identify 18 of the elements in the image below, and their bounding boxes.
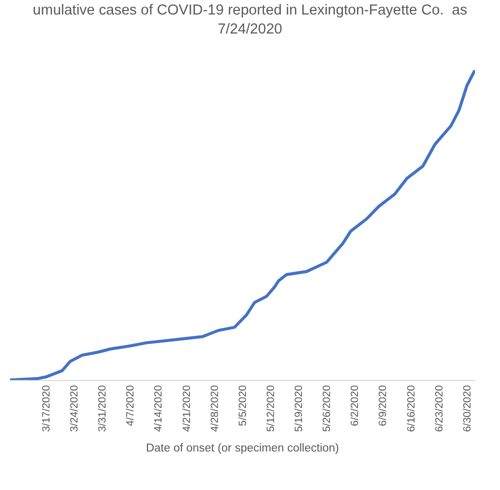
x-tick-label: 5/5/2020 [236, 385, 249, 426]
x-tick-label: 3/17/2020 [40, 385, 52, 432]
x-tick-label: 4/21/2020 [180, 385, 193, 432]
chart-title: umulative cases of COVID-19 reported in Lexington-Fayette Co. as 7/24/2020 [32, 2, 468, 38]
x-tick-label: 6/9/2020 [377, 385, 390, 426]
x-tick-label: 6/2/2020 [349, 385, 362, 426]
x-tick-label: 5/12/2020 [264, 385, 277, 432]
x-tick-label: 5/19/2020 [293, 385, 306, 432]
x-axis-title: Date of onset (or specimen collection) [146, 442, 340, 454]
x-tick-label: 4/14/2020 [152, 385, 165, 432]
x-tick-label: 6/30/2020 [461, 385, 474, 432]
x-tick-label: 3/31/2020 [96, 385, 109, 432]
x-tick-label: 4/28/2020 [208, 385, 221, 432]
x-tick-label: 5/26/2020 [321, 385, 334, 432]
x-tick-label: 6/23/2020 [433, 385, 446, 432]
x-tick-label: 4/7/2020 [124, 385, 137, 426]
x-tick-label: 6/16/2020 [405, 385, 418, 432]
x-tick-label: 3/24/2020 [68, 385, 81, 432]
